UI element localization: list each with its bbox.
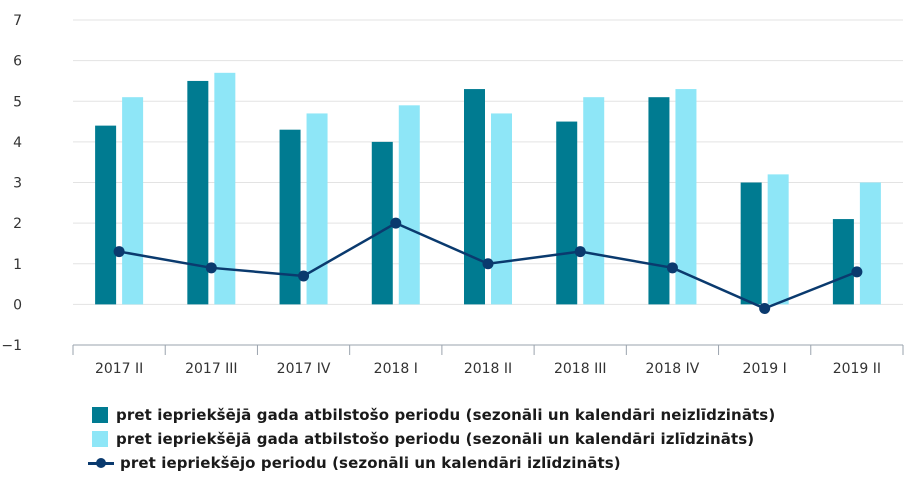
y-tick-label: 6 bbox=[13, 54, 22, 70]
x-tick-label: 2019 I bbox=[743, 361, 787, 377]
x-axis bbox=[72, 344, 904, 355]
line-point[interactable] bbox=[759, 302, 771, 314]
legend-label: pret iepriekšējā gada atbilstošo periodu… bbox=[116, 430, 755, 448]
legend-item-bar-adjusted[interactable]: pret iepriekšējā gada atbilstošo periodu… bbox=[92, 428, 775, 450]
y-tick-label: 0 bbox=[13, 297, 22, 313]
bar-unadjusted[interactable] bbox=[187, 80, 209, 305]
bar-adjusted[interactable] bbox=[398, 105, 420, 305]
x-axis-tick-labels: 2017 II 2017 III 2017 IV 2018 I 2018 II 2018 … bbox=[95, 361, 881, 377]
bar-adjusted[interactable] bbox=[675, 89, 697, 305]
bar-adjusted[interactable] bbox=[214, 72, 236, 305]
legend-swatch-light-cyan bbox=[92, 431, 108, 447]
bar-unadjusted[interactable] bbox=[371, 141, 393, 305]
y-tick-label: 4 bbox=[13, 135, 22, 151]
line-point[interactable] bbox=[113, 246, 125, 258]
x-tick-label: 2019 II bbox=[833, 361, 881, 377]
bar-unadjusted[interactable] bbox=[95, 125, 117, 305]
legend-item-line-previous-period[interactable]: pret iepriekšējo periodu (sezonāli un ka… bbox=[88, 452, 775, 474]
bar-adjusted[interactable] bbox=[491, 113, 512, 305]
bar-adjusted[interactable] bbox=[306, 113, 328, 305]
bar-unadjusted[interactable] bbox=[464, 89, 485, 305]
y-tick-label: 7 bbox=[13, 13, 22, 29]
x-tick-label: 2018 II bbox=[464, 361, 512, 377]
line-point[interactable] bbox=[390, 217, 402, 229]
bar-unadjusted[interactable] bbox=[556, 121, 578, 305]
y-tick-label: 5 bbox=[13, 94, 22, 110]
legend-line-marker-icon bbox=[88, 455, 114, 471]
line-point[interactable] bbox=[574, 246, 586, 258]
bar-adjusted[interactable] bbox=[859, 182, 881, 305]
legend: pret iepriekšējā gada atbilstošo periodu… bbox=[88, 404, 775, 476]
y-tick-label: 3 bbox=[13, 176, 22, 192]
x-tick-label: 2018 I bbox=[374, 361, 418, 377]
x-tick-label: 2017 III bbox=[185, 361, 237, 377]
legend-label: pret iepriekšējo periodu (sezonāli un ka… bbox=[120, 454, 621, 472]
x-tick-label: 2018 IV bbox=[646, 361, 700, 377]
legend-swatch-dark-teal bbox=[92, 407, 108, 423]
line-point[interactable] bbox=[298, 270, 310, 282]
y-tick-label: 1 bbox=[13, 257, 22, 273]
bars bbox=[95, 72, 881, 305]
x-tick-label: 2018 III bbox=[554, 361, 606, 377]
line-point[interactable] bbox=[482, 258, 494, 270]
y-tick-label: −1 bbox=[1, 338, 22, 354]
bar-unadjusted[interactable] bbox=[832, 219, 854, 305]
line-point[interactable] bbox=[205, 262, 217, 274]
legend-item-bar-unadjusted[interactable]: pret iepriekšējā gada atbilstošo periodu… bbox=[92, 404, 775, 426]
bar-adjusted[interactable] bbox=[767, 174, 789, 305]
bar-unadjusted[interactable] bbox=[740, 182, 762, 305]
line-point[interactable] bbox=[666, 262, 678, 274]
x-tick-label: 2017 IV bbox=[277, 361, 331, 377]
bar-unadjusted[interactable] bbox=[279, 129, 301, 305]
legend-label: pret iepriekšējā gada atbilstošo periodu… bbox=[116, 406, 776, 424]
x-tick-label: 2017 II bbox=[95, 361, 143, 377]
bar-adjusted[interactable] bbox=[583, 97, 605, 305]
line-point[interactable] bbox=[851, 266, 863, 278]
bar-adjusted[interactable] bbox=[122, 97, 144, 305]
y-tick-label: 2 bbox=[13, 216, 22, 232]
line-series bbox=[113, 217, 863, 314]
y-axis-tick-labels: −1 0 1 2 3 4 5 6 7 bbox=[1, 13, 22, 354]
bar-unadjusted[interactable] bbox=[648, 97, 670, 305]
